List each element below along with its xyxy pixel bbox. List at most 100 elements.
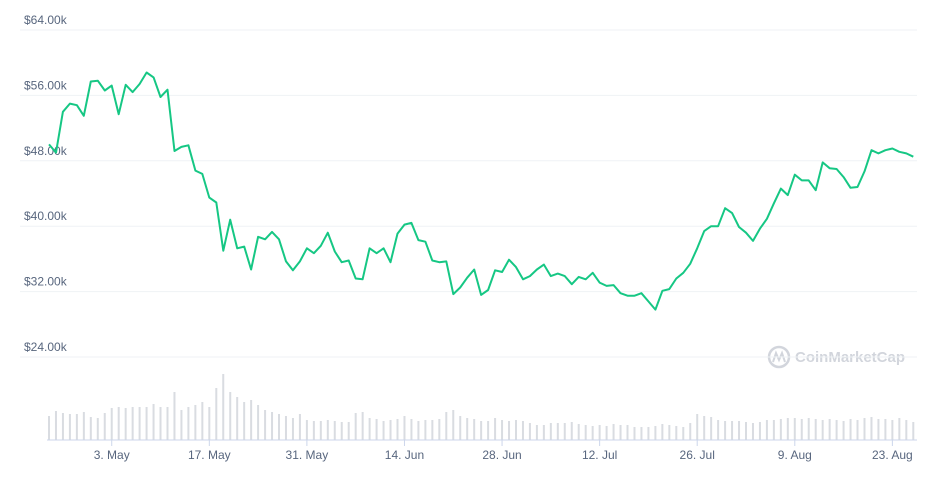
volume-bar [124, 408, 127, 440]
volume-bar [856, 420, 859, 440]
volume-bar [528, 423, 531, 440]
volume-bar [438, 419, 441, 440]
y-tick-label: $40.00k [24, 209, 68, 223]
volume-bar [675, 426, 678, 440]
volume-bar [863, 418, 866, 440]
volume-bar [654, 426, 657, 440]
volume-bar [521, 421, 524, 440]
volume-bar [54, 411, 57, 440]
volume-bar [598, 425, 601, 440]
x-tick-label: 9. Aug [778, 448, 812, 462]
volume-bar [891, 420, 894, 440]
volume-bar [194, 405, 197, 440]
volume-bar [298, 414, 301, 440]
volume-bar [535, 425, 538, 440]
volume-bar [584, 425, 587, 440]
volume-bar [138, 407, 141, 440]
volume-bar [696, 414, 699, 440]
x-tick-label: 26. Jul [680, 448, 715, 462]
volume-bar [905, 420, 908, 440]
volume-bar [563, 423, 566, 440]
volume-bar [445, 412, 448, 440]
volume-bar [870, 417, 873, 440]
volume-bar [117, 407, 120, 440]
x-tick-label: 17. May [188, 448, 231, 462]
volume-bar [849, 419, 852, 440]
volume-bar [131, 407, 134, 440]
volume-bar [180, 410, 183, 440]
volume-bar [264, 410, 267, 440]
volume-bar [884, 419, 887, 440]
volume-bar [793, 418, 796, 440]
volume-bar [354, 413, 357, 440]
volume-bar [842, 421, 845, 440]
volume-bar [145, 407, 148, 440]
volume-bar [396, 419, 399, 440]
volume-bar [152, 404, 155, 440]
volume-bar [821, 420, 824, 440]
volume-bar [382, 421, 385, 440]
volume-bar [647, 427, 650, 440]
volume-bar [570, 422, 573, 440]
volume-bar [668, 425, 671, 440]
volume-bar [807, 418, 810, 440]
volume-bar [305, 420, 308, 440]
volume-bar [626, 425, 629, 440]
y-tick-label: $64.00k [24, 13, 68, 27]
volume-bar [284, 416, 287, 440]
volume-bar [508, 421, 511, 440]
volume-bar [340, 422, 343, 440]
volume-bar [682, 427, 685, 440]
volume-bar [173, 392, 176, 440]
volume-bar [466, 418, 469, 440]
volume-bar [326, 420, 329, 440]
x-tick-label: 12. Jul [582, 448, 617, 462]
volume-bar [61, 413, 64, 440]
volume-bar [772, 420, 775, 440]
volume-bar [710, 417, 713, 440]
volume-bar [779, 419, 782, 440]
price-line [48, 71, 914, 311]
volume-bar [473, 419, 476, 440]
volume-bar [612, 424, 615, 440]
volume-bar [208, 407, 211, 440]
volume-bar [250, 400, 253, 440]
volume-bar [48, 416, 50, 440]
x-tick-label: 14. Jun [385, 448, 424, 462]
volume-bar [89, 417, 92, 440]
volume-bar [828, 419, 831, 440]
volume-bar [689, 423, 692, 440]
volume-bar [738, 421, 741, 440]
volume-bar [731, 421, 734, 440]
volume-bar [103, 413, 106, 440]
volume-bar [389, 420, 392, 440]
volume-bar [494, 418, 497, 440]
x-tick-label: 31. May [286, 448, 329, 462]
volume-bar [257, 405, 260, 440]
volume-bar [236, 397, 239, 440]
volume-bar [800, 419, 803, 440]
volume-bar [312, 421, 315, 440]
watermark-icon-glyph [772, 350, 786, 363]
volume-bar [368, 418, 371, 440]
volume-bar [605, 426, 608, 440]
volume-bar [96, 418, 99, 440]
y-tick-label: $56.00k [24, 78, 68, 92]
volume-bar [159, 407, 162, 440]
x-tick-label: 28. Jun [482, 448, 521, 462]
volume-bar [758, 422, 761, 440]
volume-bar [187, 407, 190, 440]
volume-bar [403, 416, 406, 440]
volume-bar [68, 414, 71, 440]
volume-bar [661, 424, 664, 440]
volume-bar [222, 374, 225, 440]
volume-bar [424, 420, 427, 440]
volume-bar [717, 420, 720, 440]
volume-bar [82, 412, 85, 440]
y-tick-label: $24.00k [24, 340, 68, 354]
volume-bar [514, 420, 517, 440]
volume-bar [877, 419, 880, 440]
volume-bar [347, 422, 350, 440]
volume-bar [243, 402, 246, 440]
